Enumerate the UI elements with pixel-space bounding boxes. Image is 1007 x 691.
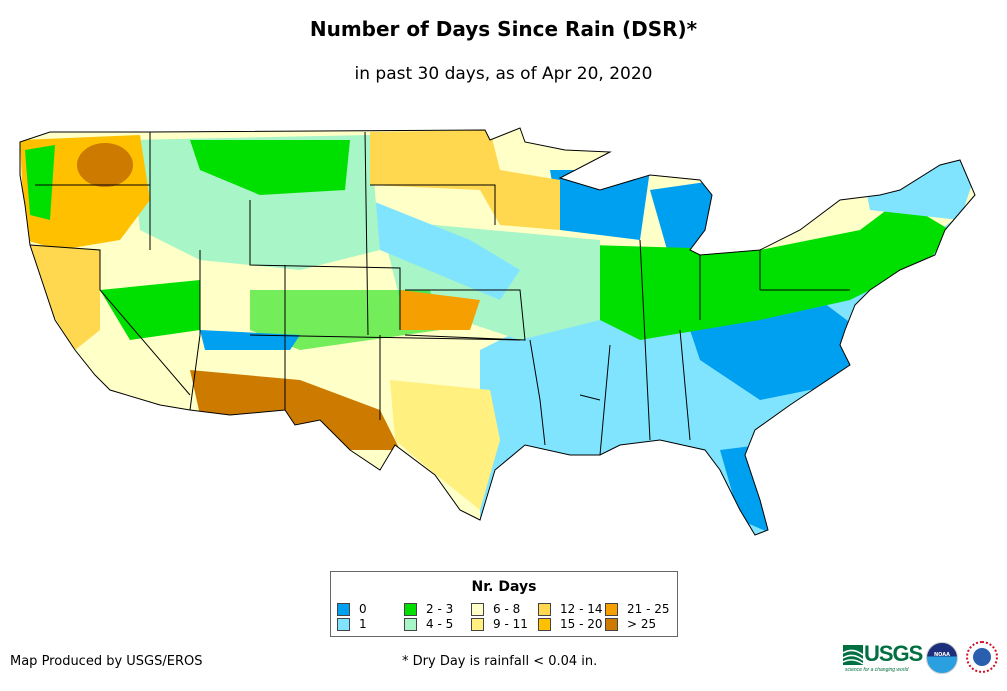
legend-label: 15 - 20 xyxy=(560,617,603,631)
usgs-logo-text: USGS xyxy=(864,641,923,666)
region-2-3-coast xyxy=(25,145,55,220)
noaa-logo: NOAA xyxy=(926,642,958,674)
legend-item: 0 xyxy=(337,602,367,616)
region-12-14-california xyxy=(30,245,100,350)
legend-item: 1 xyxy=(337,617,367,631)
legend-item: 2 - 3 xyxy=(404,602,453,616)
usgs-tagline: science for a changing world xyxy=(845,667,909,673)
legend-swatch xyxy=(337,602,350,616)
legend-label: > 25 xyxy=(627,617,657,631)
region-0-florida xyxy=(720,445,775,535)
legend-item: 12 - 14 xyxy=(538,602,603,616)
legend-swatch xyxy=(605,617,618,631)
legend-label: 0 xyxy=(359,602,367,616)
usgs-logo: USGS science for a changing world xyxy=(843,641,923,673)
map-title: Number of Days Since Rain (DSR)* xyxy=(309,17,698,41)
region-0-carolinas xyxy=(690,300,860,400)
legend-item: 9 - 11 xyxy=(471,617,528,631)
legend-item: 15 - 20 xyxy=(538,617,603,631)
legend-swatch xyxy=(404,602,417,616)
legend-swatch xyxy=(471,602,484,616)
credit-text: Map Produced by USGS/EROS xyxy=(10,654,203,669)
region-2-3-ohio-valley xyxy=(590,200,950,340)
nws-emblem-icon xyxy=(973,648,991,666)
state-boundaries xyxy=(19,127,976,536)
region-21-25-kansas xyxy=(400,290,480,330)
legend-swatch xyxy=(605,602,618,616)
usgs-wave-icon xyxy=(843,645,863,665)
region-9-11-texas xyxy=(390,380,500,510)
region-2-3-montana xyxy=(190,140,350,195)
legend-label: 12 - 14 xyxy=(560,602,603,616)
region-0-wisconsin xyxy=(550,170,650,240)
legend-label: 6 - 8 xyxy=(493,602,521,616)
legend-label: 1 xyxy=(359,617,367,631)
legend-item: 21 - 25 xyxy=(605,602,670,616)
legend-label: 9 - 11 xyxy=(493,617,528,631)
region-12-14-dakotas xyxy=(370,130,560,230)
region-gt25-southwest xyxy=(190,370,400,450)
legend-swatch xyxy=(404,617,417,631)
legend-label: 2 - 3 xyxy=(426,602,454,616)
region-gt25-washington xyxy=(77,143,133,187)
legend-swatch xyxy=(538,602,551,616)
legend-label: 21 - 25 xyxy=(627,602,670,616)
legend-label: 4 - 5 xyxy=(426,617,454,631)
legend-swatch xyxy=(471,617,484,631)
legend-swatch xyxy=(538,617,551,631)
legend-item: > 25 xyxy=(605,617,656,631)
noaa-logo-text: NOAA xyxy=(933,652,951,658)
map-subtitle: in past 30 days, as of Apr 20, 2020 xyxy=(354,64,653,84)
nws-logo xyxy=(966,641,998,673)
footnote: * Dry Day is rainfall < 0.04 in. xyxy=(402,654,598,669)
legend-item: 4 - 5 xyxy=(404,617,453,631)
region-2-3-nevada xyxy=(100,280,200,340)
legend-item: 6 - 8 xyxy=(471,602,520,616)
legend-swatch xyxy=(337,617,350,631)
legend-title: Nr. Days xyxy=(471,579,537,595)
region-1-plains-band xyxy=(370,200,520,300)
